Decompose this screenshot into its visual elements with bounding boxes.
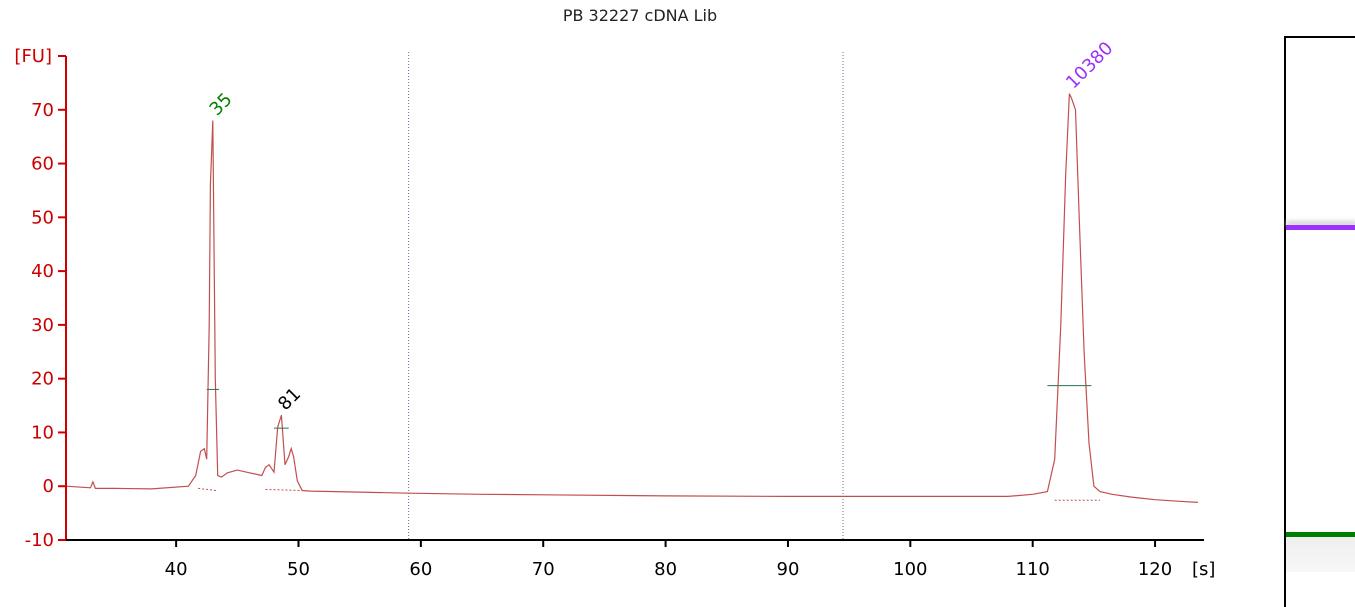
y-tick-label: 40 — [31, 261, 54, 282]
gel-lane — [1284, 36, 1355, 607]
y-tick-label: 30 — [31, 315, 54, 336]
peak-baseline — [265, 488, 303, 492]
gel-band-upper-marker — [1286, 225, 1355, 230]
y-tick-label: 10 — [31, 422, 54, 443]
y-tick-label: 0 — [43, 476, 54, 497]
chart-title: PB 32227 cDNA Lib — [562, 6, 718, 25]
y-tick-label: -10 — [25, 530, 54, 551]
peak-baseline — [198, 487, 217, 492]
gel-band-lower-marker — [1286, 532, 1355, 537]
x-tick-label: 110 — [1016, 559, 1050, 580]
x-tick-label: 100 — [893, 559, 927, 580]
peak-markers: 35 81 10380 — [206, 38, 1117, 429]
trace-series — [65, 93, 1198, 503]
y-axis-label: [FU] — [14, 46, 52, 67]
x-tick-label: 120 — [1138, 559, 1172, 580]
peak-label: 35 — [206, 89, 237, 120]
axes: -10 0 10 20 30 40 50 60 70 [FU] 40 50 60 70 80 90 100 110… — [14, 46, 1215, 580]
trace-line — [65, 93, 1198, 503]
x-tick-label: 40 — [165, 559, 188, 580]
x-axis-label: [s] — [1192, 559, 1215, 580]
y-tick-label: 50 — [31, 207, 54, 228]
y-tick-label: 70 — [31, 100, 54, 121]
x-tick-label: 70 — [532, 559, 555, 580]
vertical-markers — [408, 52, 844, 540]
x-tick-label: 90 — [777, 559, 800, 580]
x-tick-label: 50 — [287, 559, 310, 580]
peak-label: 10380 — [1062, 38, 1117, 93]
y-tick-label: 20 — [31, 369, 54, 390]
x-tick-label: 80 — [654, 559, 677, 580]
gel-shade — [1286, 532, 1355, 572]
peak-baselines — [198, 487, 1100, 501]
electropherogram-chart: 35 81 10380 -10 0 10 20 30 40 50 60 70 [FU] 40 50 60 70… — [14, 38, 1215, 580]
x-tick-label: 60 — [409, 559, 432, 580]
y-tick-label: 60 — [31, 154, 54, 175]
peak-label: 81 — [274, 384, 305, 415]
